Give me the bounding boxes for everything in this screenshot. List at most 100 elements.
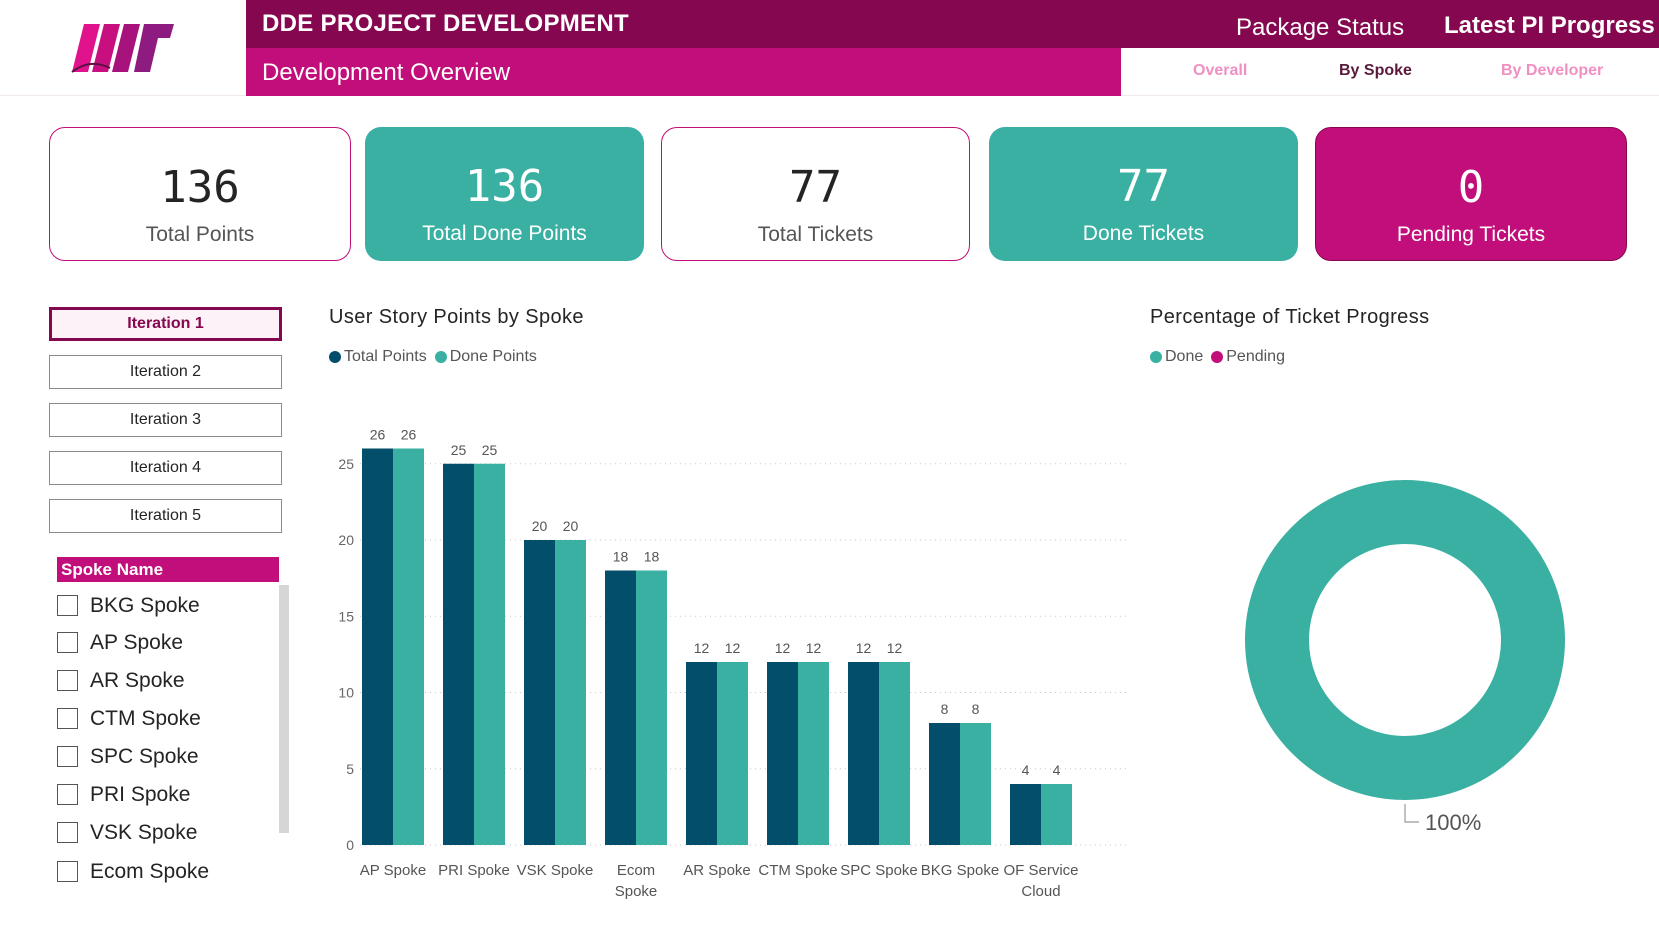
donut-chart-legend: Done Pending — [1150, 348, 1285, 366]
x-category-label: Ecom Spoke — [615, 862, 658, 900]
kpi-label: Done Tickets — [1082, 222, 1205, 245]
report-title: DDE PROJECT DEVELOPMENT — [262, 10, 629, 37]
bar-data-label: 20 — [532, 518, 548, 534]
y-tick-label: 5 — [346, 761, 354, 777]
bar-total-points[interactable] — [767, 662, 798, 845]
y-tick-label: 0 — [346, 837, 354, 853]
bar-data-label: 12 — [856, 640, 872, 656]
tab-by-spoke[interactable]: By Spoke — [1339, 62, 1412, 79]
bar-data-label: 25 — [451, 442, 467, 458]
bar-data-label: 18 — [613, 549, 629, 565]
bar-data-label: 26 — [401, 427, 417, 443]
x-category-label: AP Spoke — [360, 862, 426, 879]
legend-dot-icon — [1211, 351, 1224, 363]
checkbox-icon[interactable] — [57, 861, 78, 882]
bar-data-label: 26 — [370, 427, 386, 443]
checkbox-icon[interactable] — [57, 784, 78, 805]
subheader-bar: Development Overview — [246, 48, 1121, 96]
kpi-total-done-points: 136 Total Done Points — [365, 127, 644, 261]
kpi-done-tickets: 77 Done Tickets — [989, 127, 1298, 261]
latest-pi-progress-link[interactable]: Latest PI Progress — [1444, 12, 1655, 39]
page-subtitle: Development Overview — [262, 59, 511, 86]
bar-data-label: 12 — [887, 640, 903, 656]
x-category-label: PRI Spoke — [438, 862, 510, 879]
bar-done-points[interactable] — [1041, 784, 1072, 845]
donut-data-label: 100% — [1425, 810, 1481, 835]
bar-total-points[interactable] — [929, 723, 960, 845]
kpi-label: Total Done Points — [422, 222, 587, 245]
bar-chart-legend: Total Points Done Points — [329, 348, 537, 366]
kpi-value: 77 — [789, 162, 842, 213]
checkbox-icon[interactable] — [57, 595, 78, 616]
checkbox-icon[interactable] — [57, 822, 78, 843]
bar-total-points[interactable] — [524, 540, 555, 845]
bar-total-points[interactable] — [443, 463, 474, 845]
iteration-5-button[interactable]: Iteration 5 — [49, 499, 282, 533]
x-category-label: SPC Spoke — [840, 862, 918, 879]
bar-total-points[interactable] — [848, 662, 879, 845]
tab-overall[interactable]: Overall — [1193, 62, 1248, 79]
checkbox-icon[interactable] — [57, 746, 78, 767]
iteration-4-button[interactable]: Iteration 4 — [49, 451, 282, 485]
bar-data-label: 8 — [972, 701, 980, 717]
y-tick-label: 20 — [338, 532, 354, 548]
logo-area — [0, 0, 246, 96]
donut-slice-done[interactable] — [1245, 480, 1565, 800]
view-tabs: Overall By Spoke By Developer — [1121, 48, 1659, 96]
x-category-label: BKG Spoke — [921, 862, 999, 879]
bar-data-label: 12 — [775, 640, 791, 656]
bar-total-points[interactable] — [686, 662, 717, 845]
bar-done-points[interactable] — [798, 662, 829, 845]
bar-data-label: 4 — [1053, 762, 1061, 778]
x-category-label: AR Spoke — [683, 862, 751, 879]
kpi-pending-tickets: 0 Pending Tickets — [1315, 127, 1627, 261]
iteration-3-button[interactable]: Iteration 3 — [49, 403, 282, 437]
legend-item-total[interactable]: Total Points — [329, 348, 427, 366]
legend-dot-icon — [329, 351, 341, 363]
legend-dot-icon — [1150, 351, 1162, 363]
y-tick-label: 10 — [338, 685, 354, 701]
donut-chart: 100% — [1245, 480, 1565, 835]
bar-done-points[interactable] — [393, 448, 424, 846]
kpi-value: 136 — [464, 161, 545, 212]
company-logo-icon — [71, 24, 174, 73]
donut-chart-title: Percentage of Ticket Progress — [1150, 306, 1430, 328]
bar-data-label: 12 — [806, 640, 822, 656]
checkbox-icon[interactable] — [57, 708, 78, 729]
legend-item-done[interactable]: Done Points — [434, 348, 537, 366]
legend-item-pending[interactable]: Pending — [1211, 348, 1285, 366]
spoke-slicer-scrollbar[interactable] — [279, 585, 289, 833]
header-bar: DDE PROJECT DEVELOPMENT Package Status L… — [246, 0, 1659, 48]
kpi-value: 136 — [160, 162, 240, 213]
bar-done-points[interactable] — [717, 662, 748, 845]
y-tick-label: 25 — [338, 456, 354, 472]
kpi-value: 0 — [1457, 162, 1485, 213]
kpi-label: Total Points — [145, 223, 255, 246]
bar-data-label: 12 — [725, 640, 741, 656]
bar-done-points[interactable] — [960, 723, 991, 845]
bar-data-label: 18 — [644, 549, 660, 565]
bar-done-points[interactable] — [879, 662, 910, 845]
kpi-value: 77 — [1117, 161, 1170, 212]
iteration-2-button[interactable]: Iteration 2 — [49, 355, 282, 389]
checkbox-icon[interactable] — [57, 632, 78, 653]
checkbox-icon[interactable] — [57, 670, 78, 691]
kpi-label: Total Tickets — [757, 223, 874, 246]
legend-dot-icon — [434, 351, 447, 363]
bar-done-points[interactable] — [555, 540, 586, 845]
package-status-link[interactable]: Package Status — [1236, 14, 1405, 41]
bar-done-points[interactable] — [636, 570, 667, 846]
tab-by-developer[interactable]: By Developer — [1501, 62, 1604, 79]
iteration-1-button[interactable]: Iteration 1 — [49, 307, 282, 341]
bar-data-label: 12 — [694, 640, 710, 656]
bar-total-points[interactable] — [605, 570, 636, 846]
kpi-label: Pending Tickets — [1396, 223, 1546, 246]
spoke-slicer-header: Spoke Name — [57, 557, 279, 582]
bar-total-points[interactable] — [1010, 784, 1041, 845]
bar-total-points[interactable] — [362, 448, 393, 846]
x-category-label: VSK Spoke — [517, 862, 594, 879]
legend-item-done[interactable]: Done — [1150, 348, 1203, 366]
bar-done-points[interactable] — [474, 463, 505, 845]
kpi-total-points: 136 Total Points — [49, 127, 351, 261]
